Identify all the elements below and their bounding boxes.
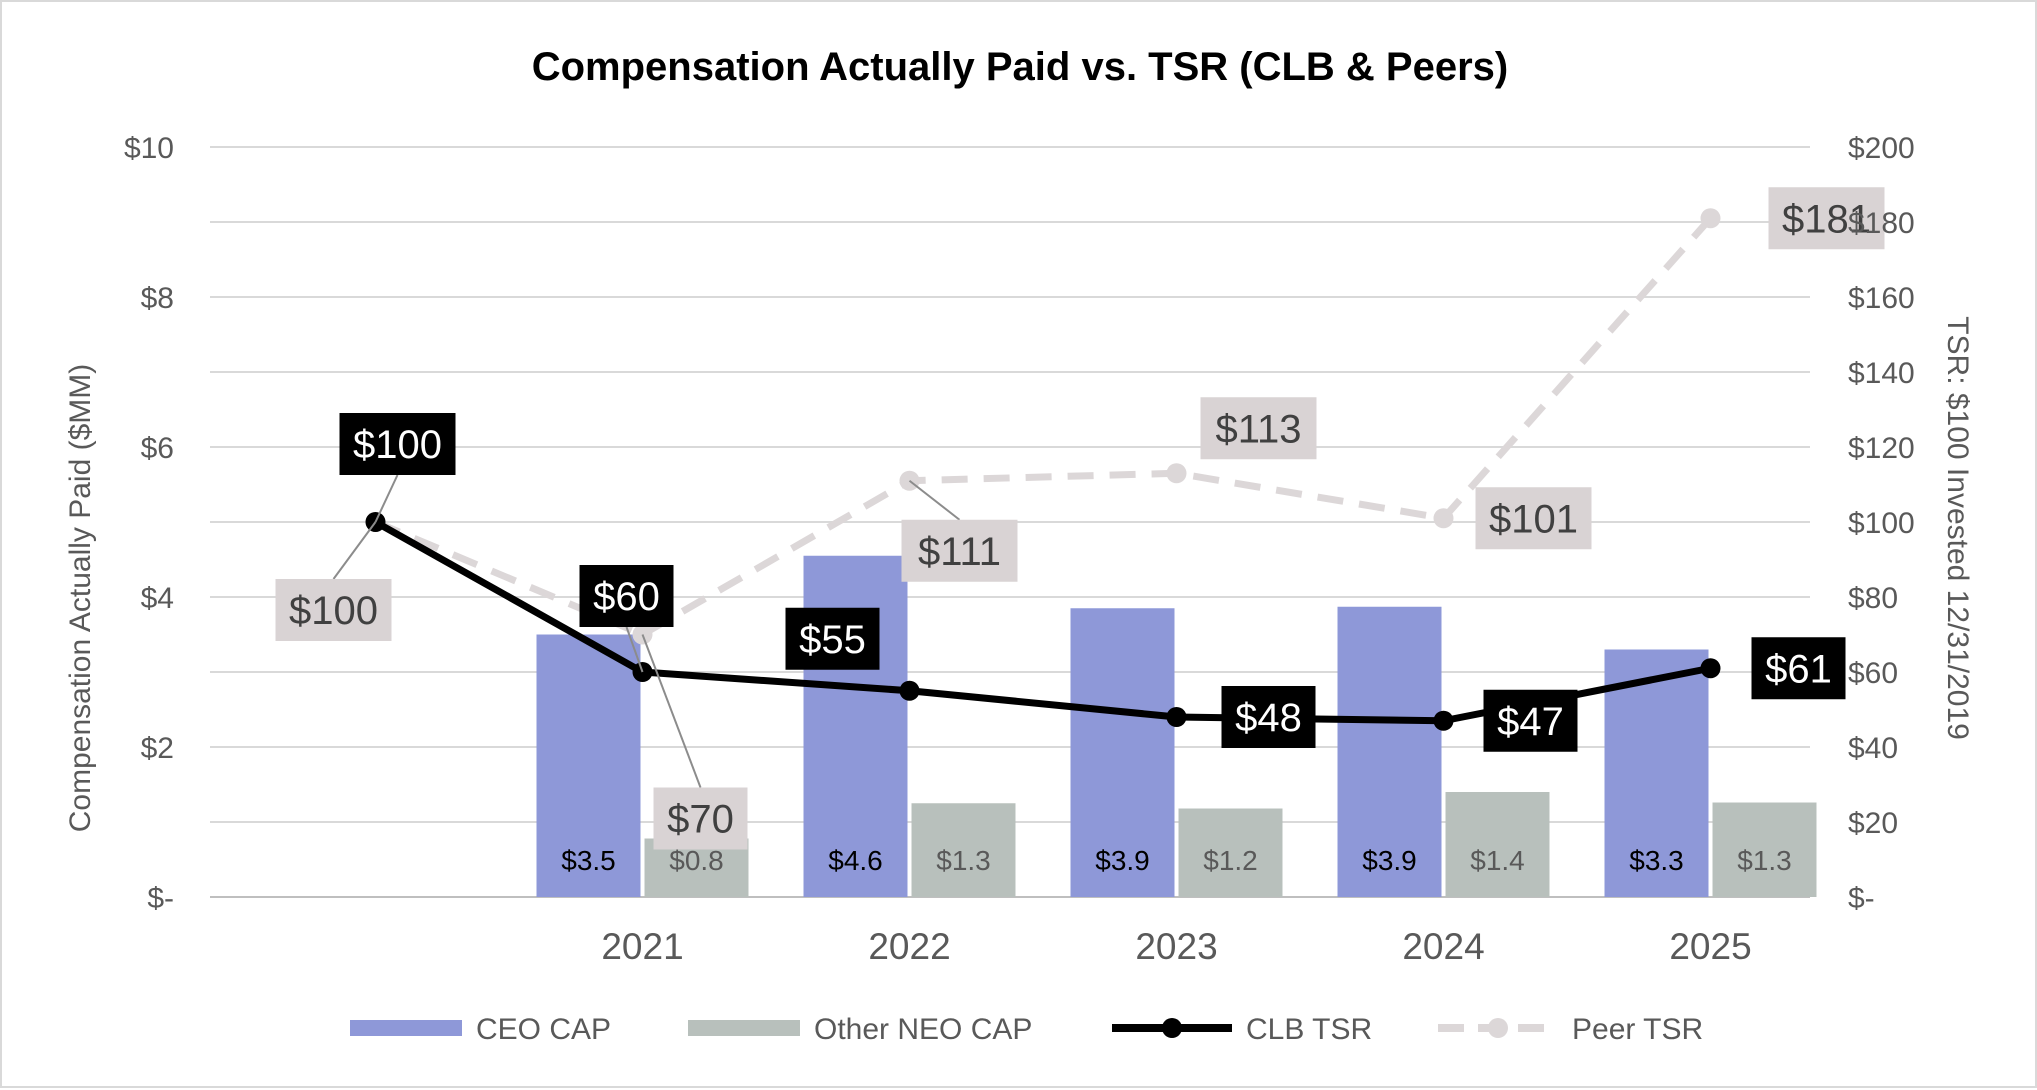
legend-other-neo-cap-swatch [688,1020,800,1036]
y2-tick-label: $160 [1848,282,1915,315]
clb-tsr-label-box [1221,686,1316,748]
legend-clb-tsr-label: CLB TSR [1246,1013,1372,1046]
axis-ticks: $- $20 $40 $60 $80 $100 $120 $140 $160 $180 $200 $-… [124,132,1915,967]
clb-tsr-value-label: $61 [1765,647,1832,691]
peer-tsr-label-box [1475,487,1592,550]
y2-tick-label: $100 [1848,507,1915,540]
y2-tick-label: $- [1848,882,1875,915]
bar-other-neo-cap [1445,792,1550,897]
x-tick-label: 2024 [1402,926,1484,967]
clb-tsr-label-box [1751,637,1846,700]
callout-leader [641,634,702,788]
peer-tsr-label-box [653,787,748,850]
chart-title: Compensation Actually Paid vs. TSR (CLB … [532,45,1509,89]
clb-tsr-marker [899,680,920,701]
bar-value-label: $3.9 [1095,845,1150,876]
y2-tick-label: $20 [1848,807,1898,840]
y2-axis-title: TSR: $100 Invested 12/31/2019 [1941,316,1974,740]
clb-tsr-value-label: $48 [1235,696,1302,740]
y2-tick-label: $120 [1848,432,1915,465]
peer-tsr-value-label: $101 [1489,497,1578,541]
legend-ceo-cap-label: CEO CAP [476,1013,611,1046]
y2-tick-label: $60 [1848,657,1898,690]
bar-value-label: $4.6 [828,845,883,876]
y-tick-label: $- [147,882,174,915]
y2-tick-label: $200 [1848,132,1915,165]
legend: CEO CAP Other NEO CAP CLB TSR Peer TSR [350,1013,1703,1046]
peer-tsr-value-label: $100 [289,589,378,633]
x-tick-label: 2021 [601,926,683,967]
bar-value-label: $1.4 [1470,845,1525,876]
peer-tsr-label-box [1768,187,1885,250]
legend-peer-tsr-marker [1488,1018,1508,1038]
clb-tsr-label-box [579,565,674,627]
peer-tsr-marker [1433,508,1454,529]
y2-tick-label: $180 [1848,207,1915,240]
x-tick-label: 2022 [868,926,950,967]
y2-tick-label: $80 [1848,582,1898,615]
bar-value-label: $0.8 [669,845,724,876]
bar-value-label: $3.3 [1629,845,1684,876]
legend-peer-tsr-label: Peer TSR [1572,1013,1703,1046]
y2-tick-label: $40 [1848,732,1898,765]
legend-other-neo-cap-label: Other NEO CAP [814,1013,1032,1046]
callout-leader [374,474,399,523]
x-tick-label: 2023 [1135,926,1217,967]
bar-other-neo-cap [911,803,1016,897]
callout-leader [332,521,377,580]
peer-tsr-value-label: $70 [667,798,734,842]
clb-tsr-value-label: $47 [1497,700,1564,744]
legend-clb-tsr-marker [1162,1018,1182,1038]
clb-tsr-label-box [339,413,456,475]
x-tick-label: 2025 [1669,926,1751,967]
peer-tsr-marker [1166,463,1187,484]
bar-ceo-cap [1337,606,1442,897]
y-axis-title: Compensation Actually Paid ($MM) [64,364,97,833]
bar-ceo-cap [1070,608,1175,897]
bar-value-label: $1.2 [1203,845,1258,876]
y2-tick-label: $140 [1848,357,1915,390]
callout-leader [625,626,644,673]
peer-tsr-label-box [1200,397,1317,460]
peer-tsr-value-label: $181 [1782,197,1871,241]
clb-tsr-value-label: $55 [799,618,866,662]
bar-value-label: $1.3 [936,845,991,876]
peer-tsr-label-box [275,579,392,641]
clb-tsr-value-label: $60 [593,575,660,619]
peer-tsr-label-box [901,519,1018,582]
clb-tsr-marker [1700,658,1721,679]
callout-leader [908,479,961,521]
peer-tsr-marker [1700,208,1721,229]
bar-other-neo-cap [1178,808,1283,897]
data-labels: $3.5 $4.6 $3.9 $3.9 $3.3 $0.8 $1.3 $1.2 $1.4 $1.3… [275,187,1885,876]
bar-value-label: $1.3 [1737,845,1792,876]
peer-tsr-value-label: $111 [918,530,1001,574]
clb-tsr-marker [1433,710,1454,731]
bar-ceo-cap [536,634,641,897]
y-tick-label: $4 [141,582,174,615]
y-tick-label: $2 [141,732,174,765]
bars [536,555,1817,897]
bar-value-label: $3.9 [1362,845,1417,876]
clb-tsr-value-label: $100 [353,423,442,467]
y-tick-label: $6 [141,432,174,465]
bar-value-label: $3.5 [561,845,616,876]
clb-tsr-marker [1166,707,1187,727]
y-tick-label: $8 [141,282,174,315]
y-tick-label: $10 [124,132,174,165]
clb-tsr-label-box [1483,689,1578,752]
clb-tsr-label-box [785,607,880,670]
bar-other-neo-cap [1712,802,1817,897]
peer-tsr-line [374,215,1714,638]
bar-ceo-cap [1604,649,1709,897]
legend-ceo-cap-swatch [350,1020,462,1036]
peer-tsr-value-label: $113 [1215,407,1301,451]
